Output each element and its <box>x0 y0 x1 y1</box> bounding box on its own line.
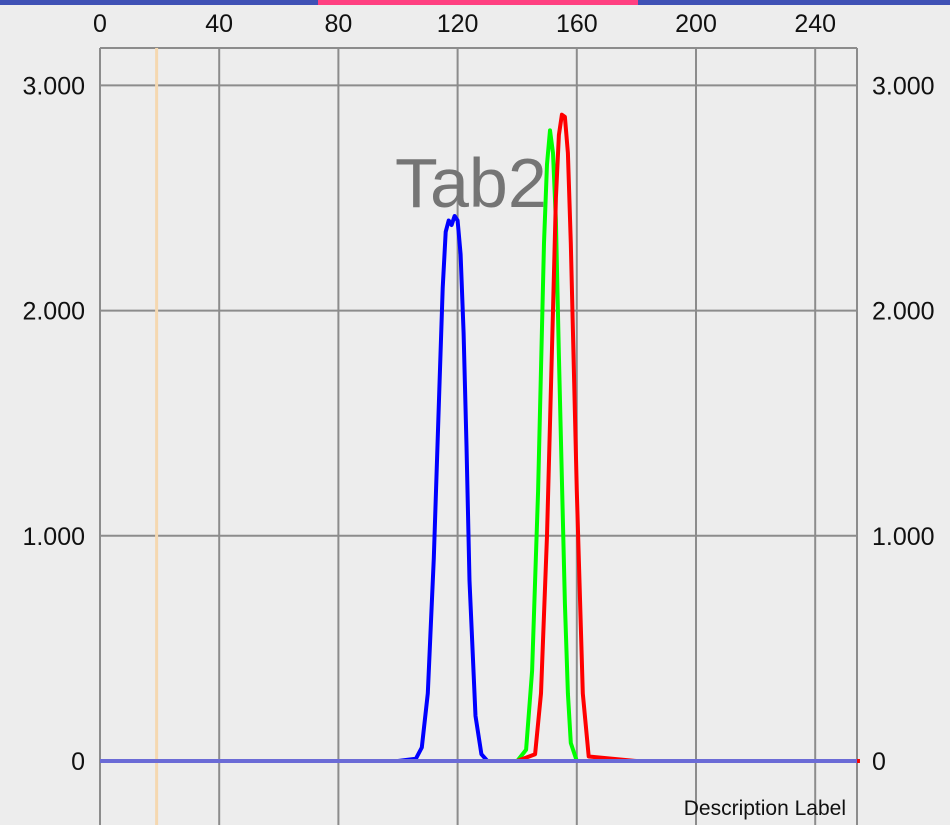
y-tick-label-left: 1.000 <box>22 523 85 551</box>
y-tick-label-right: 2.000 <box>872 298 935 326</box>
grid-layer <box>99 47 858 825</box>
x-tick-label: 80 <box>324 10 352 38</box>
series-line-1 <box>100 214 860 763</box>
y-tick-label-right: 3.000 <box>872 72 935 100</box>
x-tick-label: 0 <box>93 10 107 38</box>
watermark-label: Tab2 <box>395 144 547 222</box>
description-label: Description Label <box>684 797 846 820</box>
tab-indicator <box>0 0 950 5</box>
tab-indicator-right <box>638 0 950 5</box>
series-line-3 <box>100 112 860 763</box>
tick-layer: 0 40 80 120 160 200 240 0 0 1.000 1.000 2.000 2.000 3… <box>22 10 934 776</box>
y-tick-label-left: 2.000 <box>22 298 85 326</box>
y-tick-label-right: 1.000 <box>872 523 935 551</box>
x-tick-label: 200 <box>675 10 717 38</box>
x-tick-label: 40 <box>205 10 233 38</box>
x-tick-label: 160 <box>556 10 598 38</box>
tab-indicator-active <box>318 0 638 5</box>
series-layer <box>100 112 860 763</box>
y-tick-label-right: 0 <box>872 748 886 776</box>
tab-indicator-left <box>0 0 318 5</box>
y-tick-label-left: 0 <box>71 748 85 776</box>
y-tick-label-left: 3.000 <box>22 72 85 100</box>
x-tick-label: 240 <box>794 10 836 38</box>
series-line-2 <box>100 128 860 763</box>
x-tick-label: 120 <box>437 10 479 38</box>
